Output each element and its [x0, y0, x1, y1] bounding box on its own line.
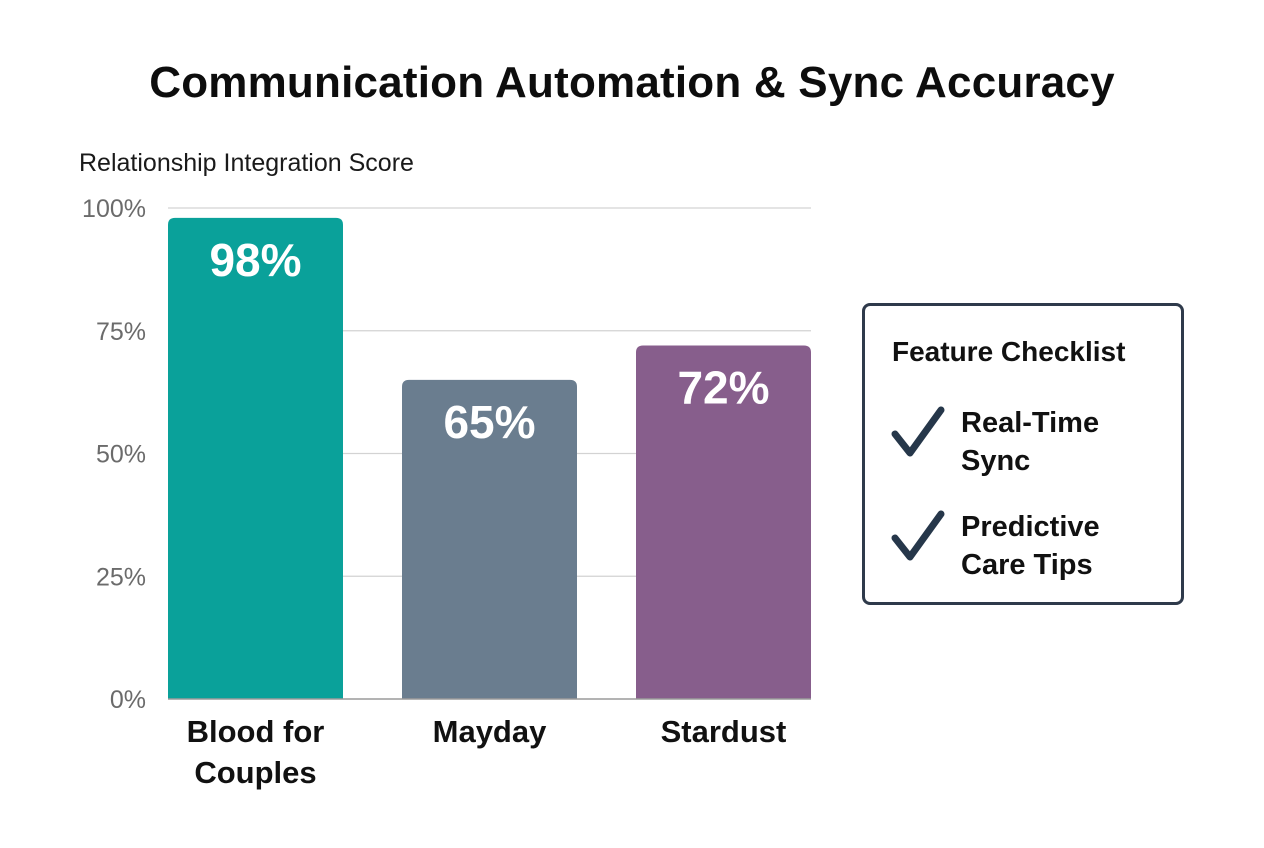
- y-tick-label: 25%: [96, 563, 146, 591]
- y-axis-ticks: 0% 25% 50% 75% 100%: [82, 195, 146, 714]
- check-icon: [891, 406, 945, 457]
- bar-value-labels: 98% 65% 72%: [209, 234, 769, 448]
- x-tick-label: Stardust: [661, 714, 787, 749]
- checklist-item-label: Real-Time Sync: [961, 407, 1100, 477]
- y-tick-label: 50%: [96, 441, 146, 469]
- y-axis-title: Relationship Integration Score: [79, 149, 414, 177]
- x-tick-label: Blood for Couples: [187, 714, 325, 790]
- bar: [168, 217, 343, 699]
- bar: [402, 379, 577, 699]
- checklist-item-real-time-sync: Real-Time Sync: [889, 404, 1179, 484]
- y-tick-label: 100%: [82, 195, 146, 223]
- x-tick-label: Mayday: [433, 714, 547, 749]
- chart-title: Communication Automation & Sync Accuracy: [149, 58, 1115, 107]
- checklist-item-predictive-care-tips: Predictive Care Tips: [889, 508, 1179, 588]
- bars: [168, 217, 811, 699]
- check-icon: [891, 510, 945, 561]
- y-tick-label: 75%: [96, 318, 146, 346]
- bar-value-label: 98%: [209, 234, 301, 286]
- checklist-title: Feature Checklist: [892, 336, 1126, 367]
- checklist-item-label: Predictive Care Tips: [961, 511, 1100, 581]
- feature-checklist: Feature Checklist Real-Time Sync Predict…: [862, 303, 1184, 605]
- bar-value-label: 65%: [443, 396, 535, 448]
- x-tick-label-line: Mayday: [433, 714, 547, 749]
- x-tick-label-line: Blood for: [187, 714, 325, 749]
- x-tick-label-line: Stardust: [661, 714, 787, 749]
- bar-value-label: 72%: [677, 361, 769, 413]
- category-labels: Blood for Couples Mayday Stardust: [187, 714, 787, 790]
- x-tick-label-line: Couples: [194, 755, 316, 790]
- bar: [636, 345, 811, 699]
- y-tick-label: 0%: [110, 686, 146, 714]
